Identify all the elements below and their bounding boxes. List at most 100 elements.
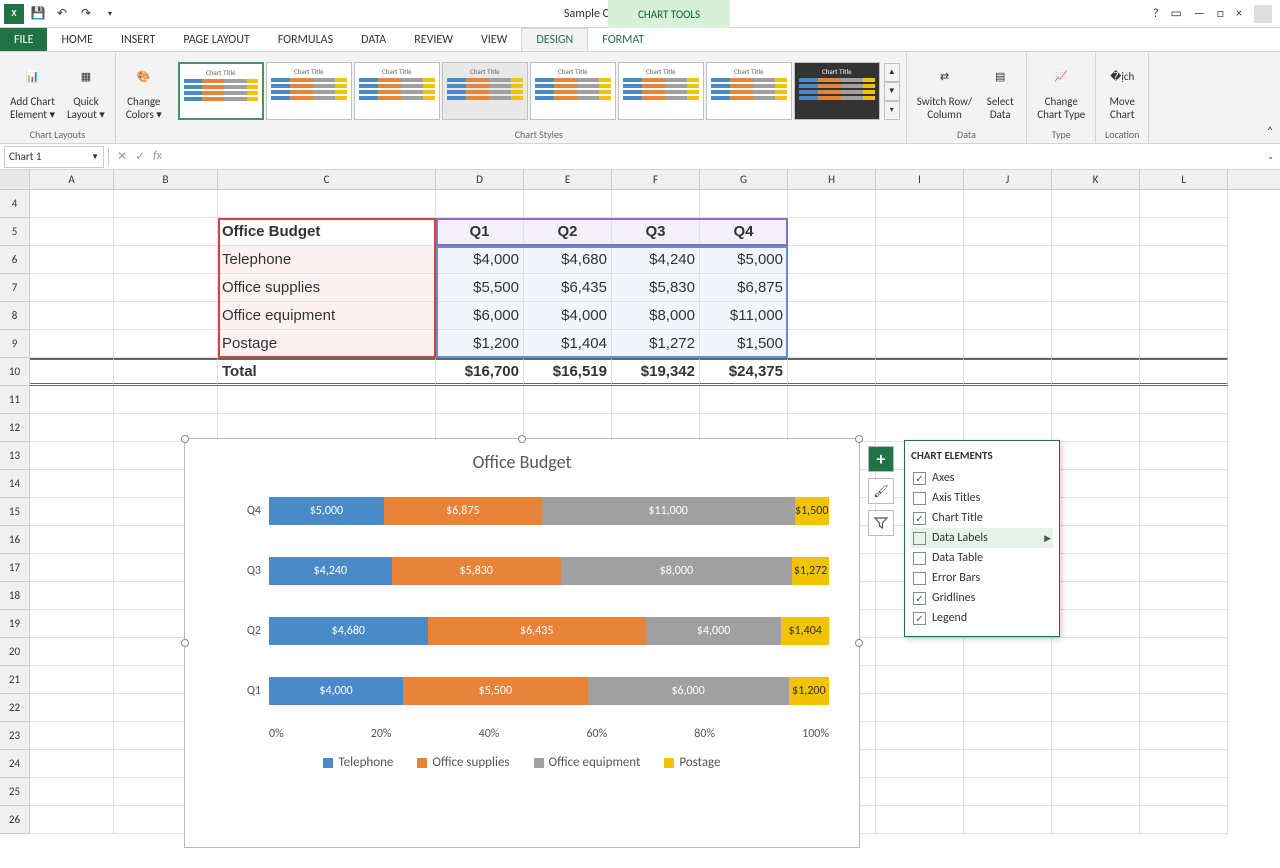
collapse-ribbon-icon[interactable]: ˄ (1260, 52, 1280, 143)
row-header-19[interactable]: 19 (0, 610, 30, 638)
cell-K13[interactable] (1052, 442, 1140, 470)
row-header-22[interactable]: 22 (0, 694, 30, 722)
cell-F10[interactable]: $19,342 (612, 358, 700, 386)
cell-A23[interactable] (30, 722, 114, 750)
chart-plot-area[interactable]: Q4$5,000$6,875$11,000$1,500Q3$4,240$5,83… (185, 481, 859, 721)
cell-L26[interactable] (1140, 806, 1228, 834)
cell-C7[interactable]: Office supplies (218, 274, 436, 302)
chart-element-option-gridlines[interactable]: ✓Gridlines (911, 588, 1053, 608)
chart-segment-Q4-telephone[interactable]: $5,000 (269, 497, 384, 525)
tab-design[interactable]: DESIGN (521, 28, 588, 51)
cell-J6[interactable] (964, 246, 1052, 274)
cell-L7[interactable] (1140, 274, 1228, 302)
chart-style-thumb-1[interactable]: Chart Title (178, 62, 264, 120)
cell-C4[interactable] (218, 190, 436, 218)
cell-I21[interactable] (876, 666, 964, 694)
cell-H4[interactable] (788, 190, 876, 218)
cell-A5[interactable] (30, 218, 114, 246)
select-data-button[interactable]: ▤Select Data (980, 59, 1020, 123)
cell-L16[interactable] (1140, 526, 1228, 554)
chart-elements-button[interactable]: + (868, 446, 894, 472)
cell-L17[interactable] (1140, 554, 1228, 582)
chart-element-option-axis-titles[interactable]: Axis Titles (911, 488, 1053, 508)
cell-D11[interactable] (436, 386, 524, 414)
cell-A22[interactable] (30, 694, 114, 722)
cell-L6[interactable] (1140, 246, 1228, 274)
col-header-G[interactable]: G (700, 170, 788, 189)
chart-bar-Q1[interactable]: Q1$4,000$5,500$6,000$1,200 (235, 661, 829, 721)
chart-legend[interactable]: TelephoneOffice suppliesOffice equipment… (185, 741, 859, 784)
cell-K22[interactable] (1052, 694, 1140, 722)
help-icon[interactable]: ? (1153, 7, 1159, 21)
cell-J5[interactable] (964, 218, 1052, 246)
cell-J23[interactable] (964, 722, 1052, 750)
cell-J21[interactable] (964, 666, 1052, 694)
enter-formula-icon[interactable]: ✓ (135, 149, 145, 164)
cell-F9[interactable]: $1,272 (612, 330, 700, 358)
legend-item-telephone[interactable]: Telephone (323, 755, 393, 770)
cell-F7[interactable]: $5,830 (612, 274, 700, 302)
cell-A7[interactable] (30, 274, 114, 302)
cell-L22[interactable] (1140, 694, 1228, 722)
qat-customize-icon[interactable]: ▾ (100, 4, 120, 24)
cell-A17[interactable] (30, 554, 114, 582)
cell-L25[interactable] (1140, 778, 1228, 806)
chart-segment-Q3-supplies[interactable]: $5,830 (392, 557, 561, 585)
select-all-corner[interactable] (0, 170, 30, 189)
chart-style-thumb-6[interactable]: Chart Title (618, 62, 704, 120)
row-header-8[interactable]: 8 (0, 302, 30, 330)
cell-L8[interactable] (1140, 302, 1228, 330)
tab-page-layout[interactable]: PAGE LAYOUT (169, 28, 263, 51)
maximize-icon[interactable]: □ (1217, 7, 1224, 21)
cell-G7[interactable]: $6,875 (700, 274, 788, 302)
cell-A11[interactable] (30, 386, 114, 414)
cell-K16[interactable] (1052, 526, 1140, 554)
cell-D9[interactable]: $1,200 (436, 330, 524, 358)
cell-K4[interactable] (1052, 190, 1140, 218)
cell-K23[interactable] (1052, 722, 1140, 750)
cell-I8[interactable] (876, 302, 964, 330)
cell-B11[interactable] (114, 386, 218, 414)
cell-I12[interactable] (876, 414, 964, 442)
cell-H7[interactable] (788, 274, 876, 302)
chart-segment-Q1-telephone[interactable]: $4,000 (269, 677, 403, 705)
formula-input[interactable] (170, 146, 1261, 168)
chart-style-thumb-5[interactable]: Chart Title (530, 62, 616, 120)
cell-L5[interactable] (1140, 218, 1228, 246)
cell-K26[interactable] (1052, 806, 1140, 834)
move-chart-button[interactable]: �ịchMove Chart (1102, 59, 1142, 123)
cell-I23[interactable] (876, 722, 964, 750)
cell-L15[interactable] (1140, 498, 1228, 526)
cell-A18[interactable] (30, 582, 114, 610)
cell-A16[interactable] (30, 526, 114, 554)
cell-K9[interactable] (1052, 330, 1140, 358)
cell-A20[interactable] (30, 638, 114, 666)
add-chart-element-button[interactable]: 📊Add Chart Element ▾ (6, 59, 59, 123)
cell-E5[interactable]: Q2 (524, 218, 612, 246)
row-header-25[interactable]: 25 (0, 778, 30, 806)
cell-I20[interactable] (876, 638, 964, 666)
chart-segment-Q3-equipment[interactable]: $8,000 (561, 557, 793, 585)
cell-J24[interactable] (964, 750, 1052, 778)
cell-L4[interactable] (1140, 190, 1228, 218)
gallery-down-icon[interactable]: ▼ (884, 82, 900, 101)
excel-icon[interactable]: X (4, 4, 24, 24)
user-icon[interactable] (1254, 5, 1272, 23)
row-header-15[interactable]: 15 (0, 498, 30, 526)
cell-E11[interactable] (524, 386, 612, 414)
quick-layout-button[interactable]: ▦Quick Layout ▾ (63, 59, 109, 123)
row-header-4[interactable]: 4 (0, 190, 30, 218)
chart-segment-Q3-telephone[interactable]: $4,240 (269, 557, 392, 585)
name-box[interactable]: Chart 1▼ (4, 146, 104, 168)
cell-G4[interactable] (700, 190, 788, 218)
cell-B4[interactable] (114, 190, 218, 218)
cell-E8[interactable]: $4,000 (524, 302, 612, 330)
cell-D6[interactable]: $4,000 (436, 246, 524, 274)
cell-L14[interactable] (1140, 470, 1228, 498)
legend-item-equipment[interactable]: Office equipment (534, 755, 641, 770)
cell-L11[interactable] (1140, 386, 1228, 414)
tab-insert[interactable]: INSERT (107, 28, 169, 51)
cell-G5[interactable]: Q4 (700, 218, 788, 246)
cell-D8[interactable]: $6,000 (436, 302, 524, 330)
chart-segment-Q1-supplies[interactable]: $5,500 (403, 677, 587, 705)
